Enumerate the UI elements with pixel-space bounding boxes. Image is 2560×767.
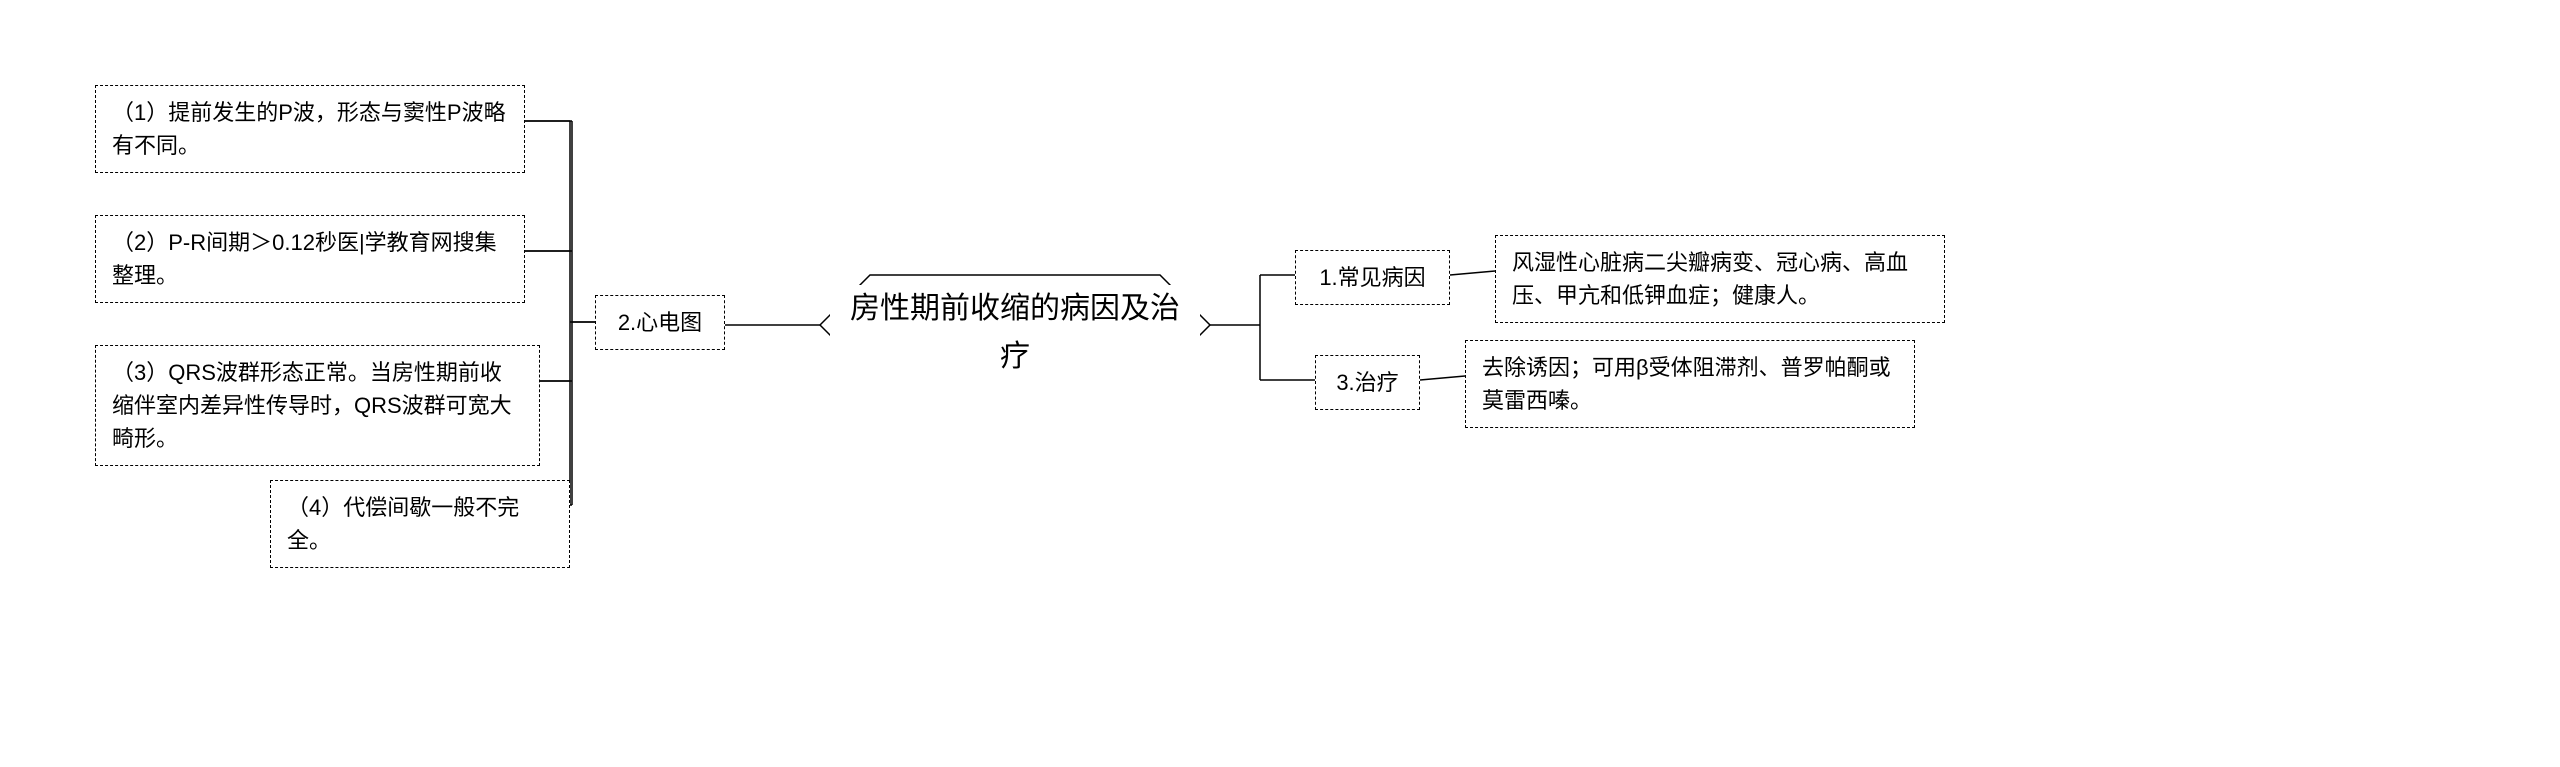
ecg-child-1-label: （1）提前发生的P波，形态与窦性P波略有不同。 — [112, 100, 506, 158]
center-label: 房性期前收缩的病因及治疗 — [850, 292, 1180, 373]
ecg-node: 2.心电图 — [595, 295, 725, 350]
causes-detail: 风湿性心脏病二尖瓣病变、冠心病、高血压、甲亢和低钾血症；健康人。 — [1495, 235, 1945, 323]
ecg-child-4: （4）代偿间歇一般不完全。 — [270, 480, 570, 568]
treatment-detail: 去除诱因；可用β受体阻滞剂、普罗帕酮或莫雷西嗪。 — [1465, 340, 1915, 428]
treatment-detail-label: 去除诱因；可用β受体阻滞剂、普罗帕酮或莫雷西嗪。 — [1482, 355, 1891, 413]
treatment-node: 3.治疗 — [1315, 355, 1420, 410]
ecg-child-3-label: （3）QRS波群形态正常。当房性期前收缩伴室内差异性传导时，QRS波群可宽大畸形… — [112, 360, 512, 451]
ecg-child-3: （3）QRS波群形态正常。当房性期前收缩伴室内差异性传导时，QRS波群可宽大畸形… — [95, 345, 540, 466]
ecg-child-4-label: （4）代偿间歇一般不完全。 — [287, 495, 519, 553]
treatment-label: 3.治疗 — [1336, 370, 1398, 395]
ecg-child-2: （2）P-R间期＞0.12秒医|学教育网搜集整理。 — [95, 215, 525, 303]
causes-detail-label: 风湿性心脏病二尖瓣病变、冠心病、高血压、甲亢和低钾血症；健康人。 — [1512, 250, 1908, 308]
ecg-label: 2.心电图 — [618, 310, 702, 335]
ecg-child-1: （1）提前发生的P波，形态与窦性P波略有不同。 — [95, 85, 525, 173]
causes-node: 1.常见病因 — [1295, 250, 1450, 305]
causes-label: 1.常见病因 — [1319, 265, 1425, 290]
center-node: 房性期前收缩的病因及治疗 — [830, 285, 1200, 381]
ecg-child-2-label: （2）P-R间期＞0.12秒医|学教育网搜集整理。 — [112, 230, 497, 288]
